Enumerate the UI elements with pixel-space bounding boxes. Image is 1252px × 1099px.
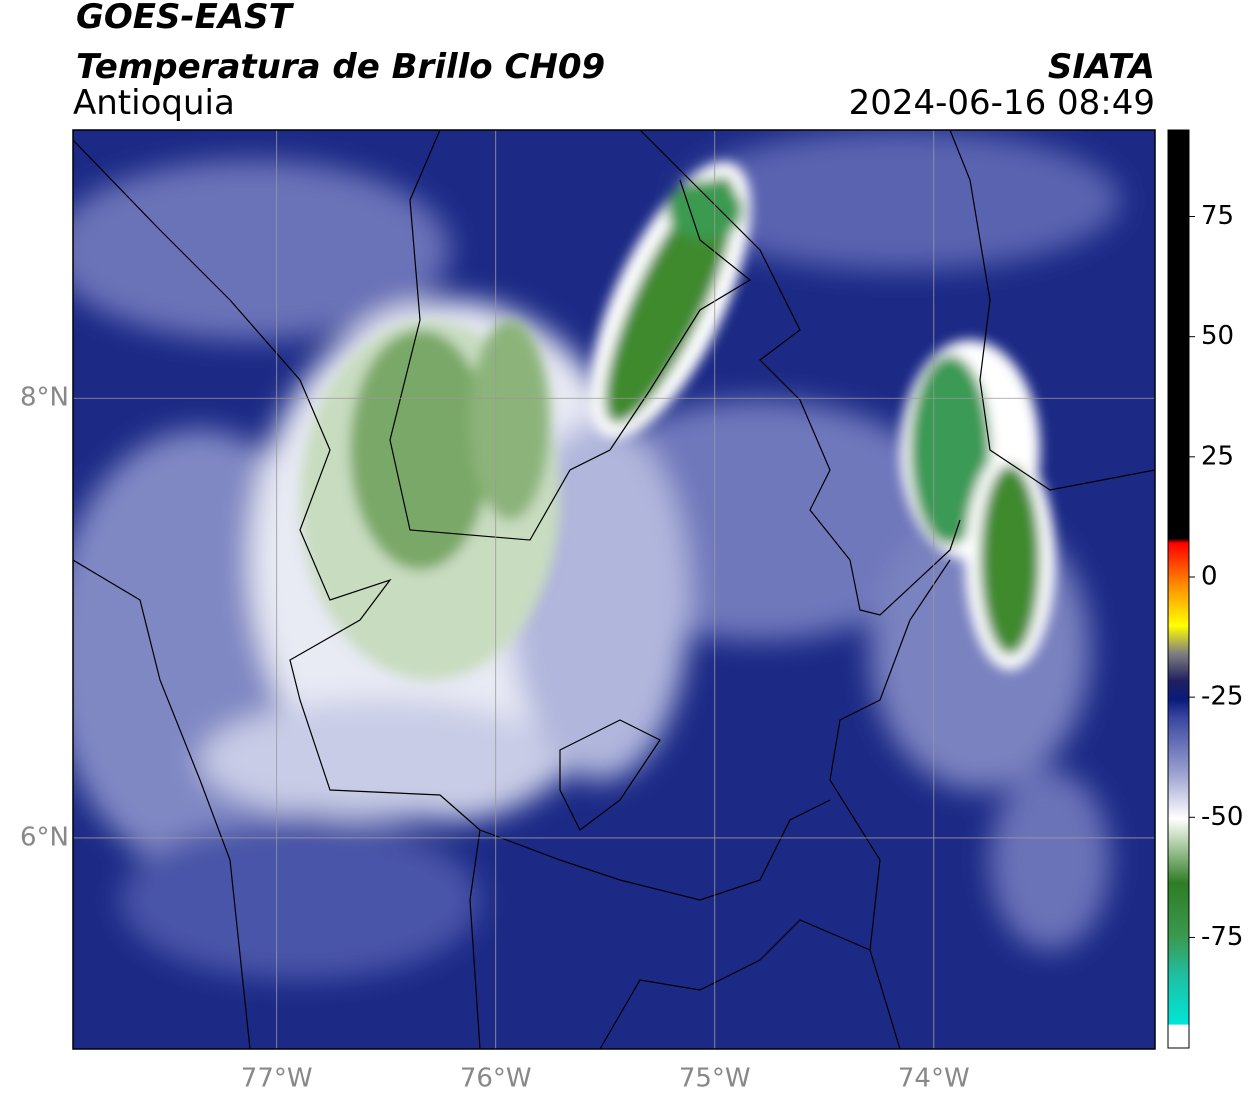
colorbar-tick-label: 50	[1201, 321, 1234, 351]
lat-tick-label: 6°N	[20, 822, 69, 852]
colorbar-tick-label: 0	[1201, 561, 1218, 591]
lat-tick-label: 8°N	[20, 383, 69, 413]
lon-tick-label: 76°W	[460, 1064, 532, 1094]
imagery	[73, 130, 1155, 1049]
colorbar-tick-label: -25	[1201, 682, 1243, 712]
colorbar-tick-label: -50	[1201, 802, 1243, 832]
lon-tick-label: 75°W	[679, 1064, 751, 1094]
lon-tick-label: 74°W	[898, 1064, 970, 1094]
subtitle: Temperatura de Brillo CH09	[76, 47, 605, 87]
colorbar-tick-label: -75	[1201, 922, 1243, 952]
map-frame	[72, 129, 1156, 1050]
colorbar-tick-label: 75	[1201, 201, 1234, 231]
region: Antioquia	[73, 83, 235, 123]
datetime: 2024-06-16 08:49	[849, 83, 1155, 123]
colorbar	[1167, 129, 1190, 1049]
title: GOES-EAST	[76, 0, 295, 37]
agency: SIATA	[1048, 47, 1155, 87]
colorbar-tick-label: 25	[1201, 441, 1234, 471]
lon-tick-label: 77°W	[241, 1064, 313, 1094]
